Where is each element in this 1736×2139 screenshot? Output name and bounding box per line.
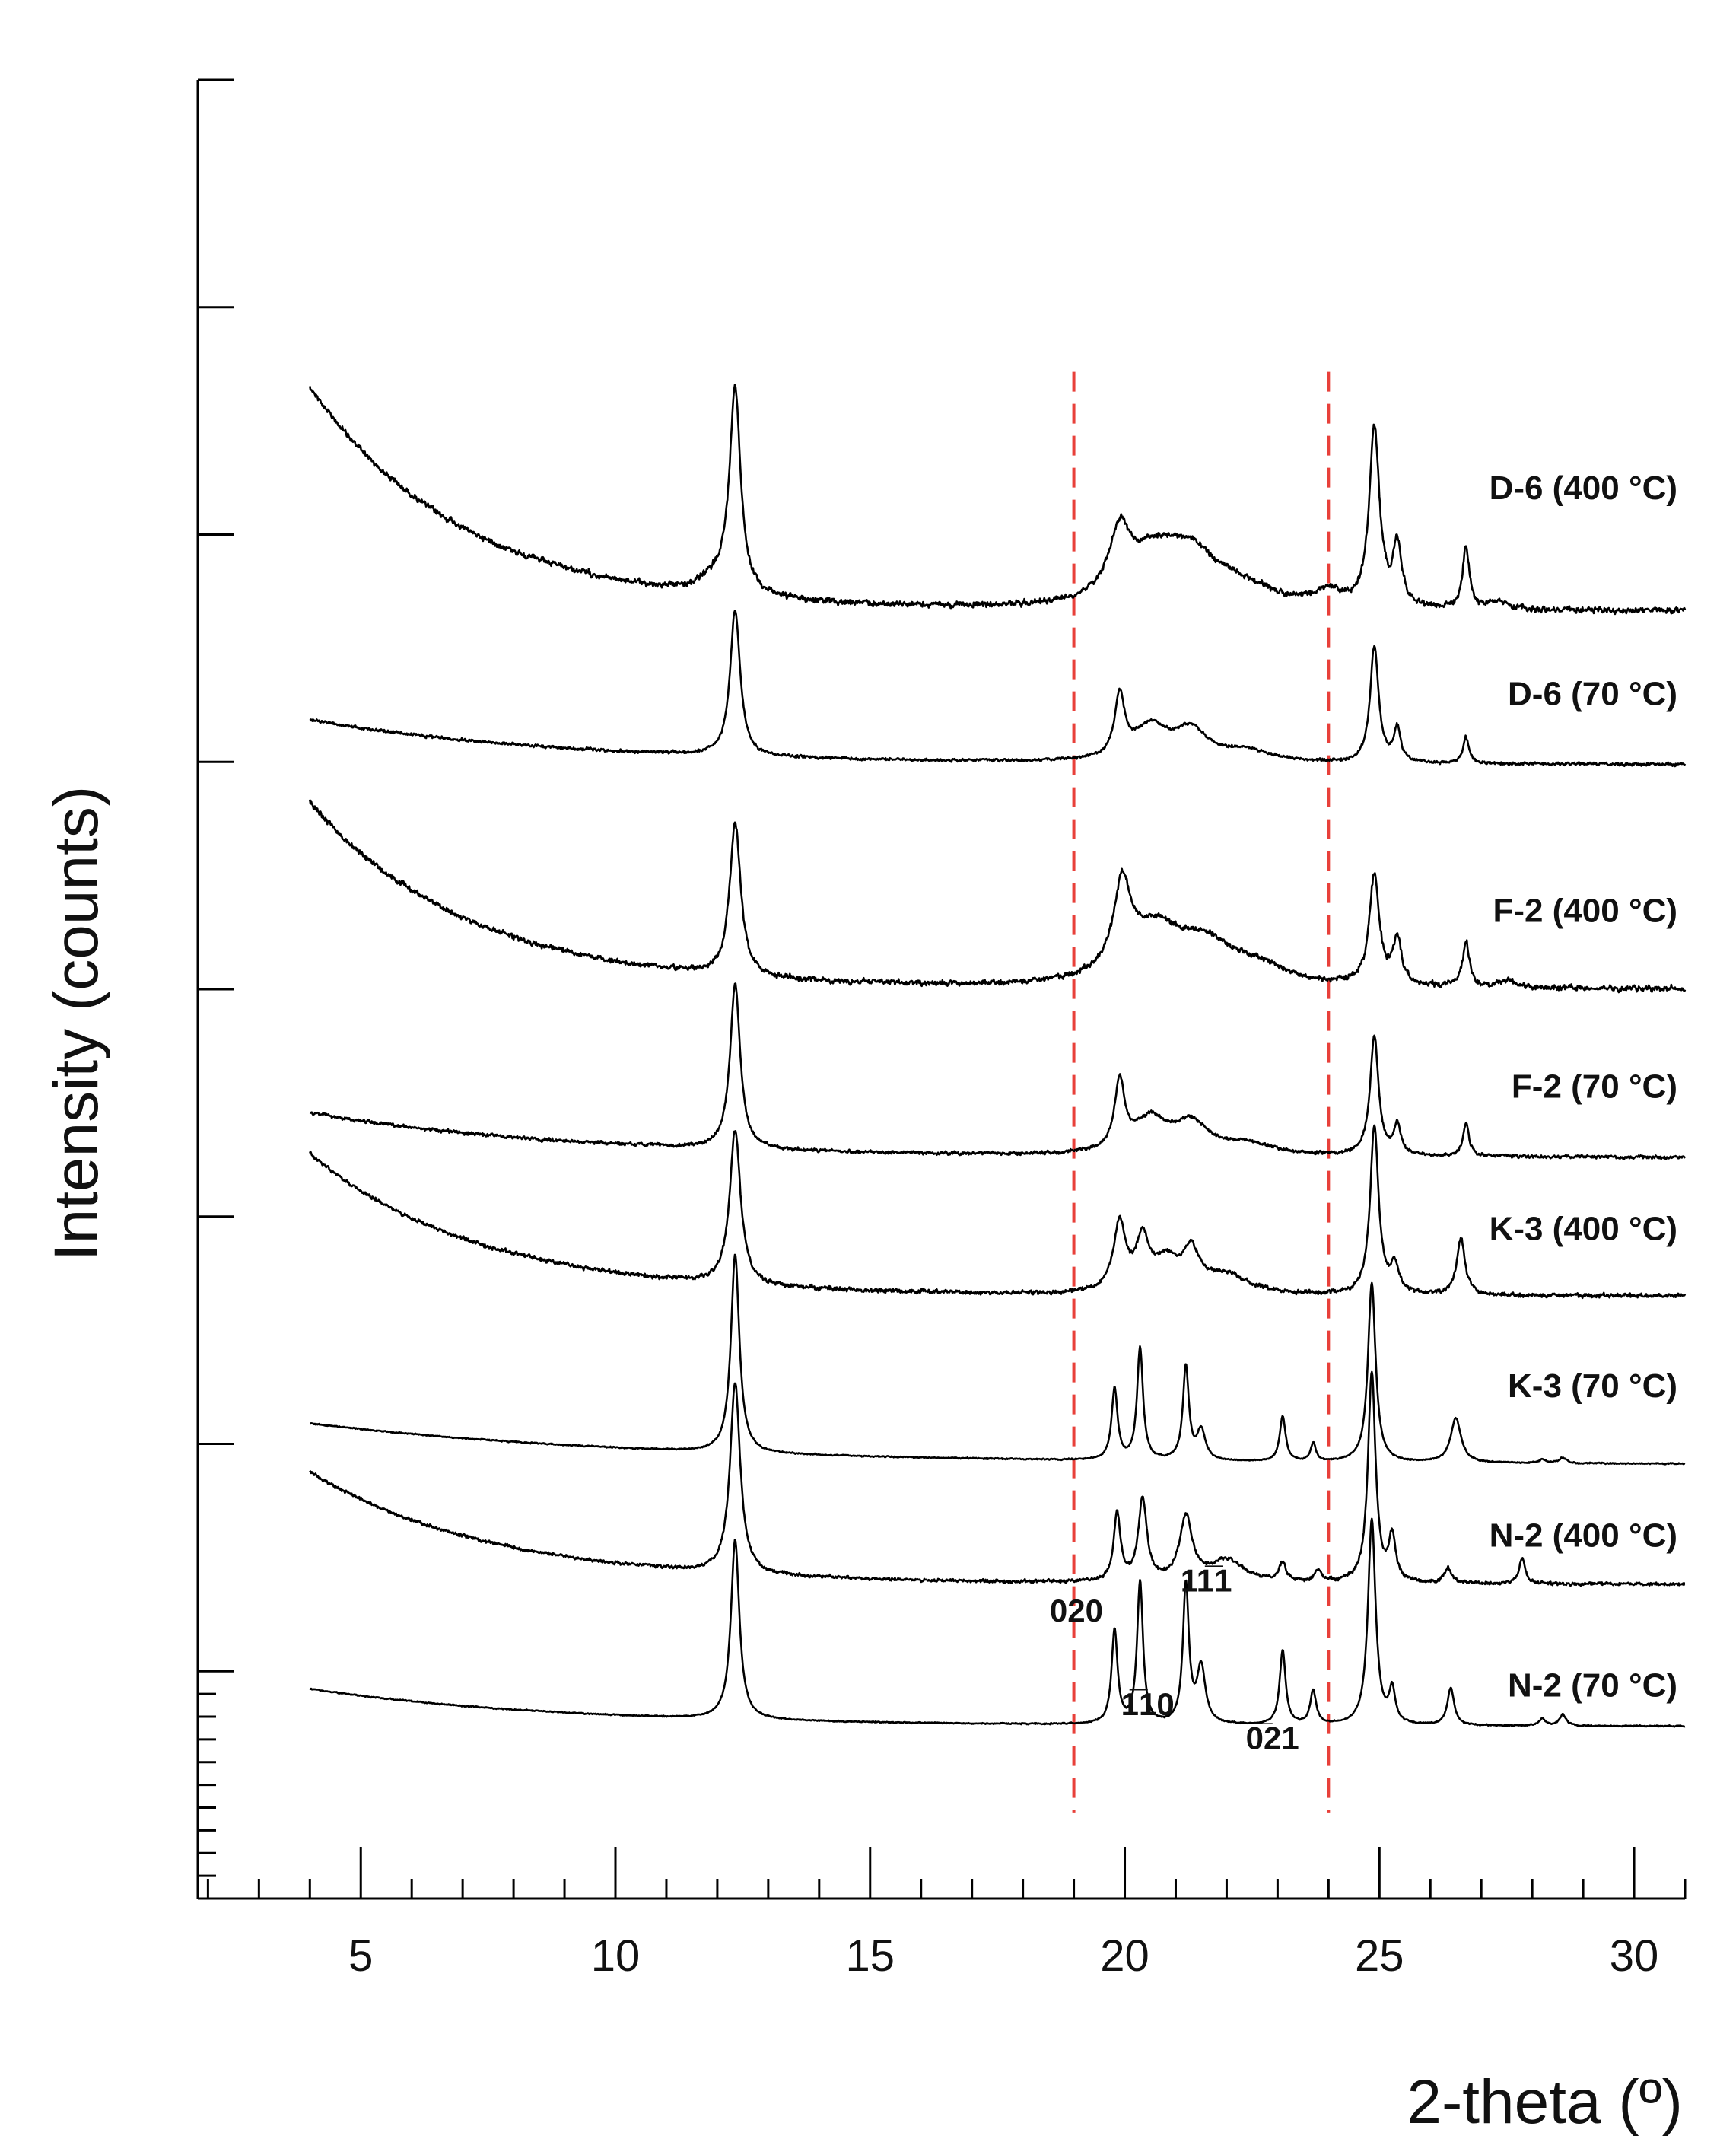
series-label: F-2 (70 °C) xyxy=(1512,1068,1677,1106)
series-label: N-2 (70 °C) xyxy=(1508,1666,1677,1704)
series-labels: D-6 (400 °C) D-6 (70 °C) F-2 (400 °C) F-2 (… xyxy=(1490,469,1677,1705)
x-tick-label: 25 xyxy=(1355,1931,1404,1981)
series-label: K-3 (400 °C) xyxy=(1490,1210,1677,1247)
series-trace-5 xyxy=(309,1124,1687,1300)
series-label: D-6 (70 °C) xyxy=(1508,675,1677,712)
peak-labels: 020 11̅1 1̅10 0̅21 xyxy=(1050,1563,1299,1756)
series-trace-6 xyxy=(309,1253,1686,1466)
series-label: N-2 (400 °C) xyxy=(1490,1517,1677,1555)
series-trace-2 xyxy=(309,610,1687,768)
series-label: F-2 (400 °C) xyxy=(1493,892,1677,929)
axes xyxy=(196,80,1685,1900)
y-axis-title: Intensity (counts) xyxy=(42,786,111,1261)
x-tick-label: 10 xyxy=(591,1931,641,1981)
series-trace-8 xyxy=(309,1517,1686,1728)
x-tick-label: 15 xyxy=(846,1931,895,1981)
x-tick-label: 5 xyxy=(348,1931,373,1981)
series-label: K-3 (70 °C) xyxy=(1508,1367,1677,1405)
peak-annotation: 11̅1 xyxy=(1181,1563,1232,1599)
series-traces xyxy=(309,384,1687,1728)
peak-annotation: 020 xyxy=(1050,1593,1103,1628)
peak-annotation: 0̅21 xyxy=(1246,1720,1299,1755)
series-trace-4 xyxy=(309,982,1687,1160)
series-label: D-6 (400 °C) xyxy=(1490,469,1677,507)
series-trace-7 xyxy=(309,1370,1686,1587)
y-ticks xyxy=(198,78,234,1900)
x-axis-title: 2-theta (º) xyxy=(1407,2067,1683,2137)
series-trace-3 xyxy=(309,799,1687,994)
x-tick-label: 20 xyxy=(1100,1931,1149,1981)
x-ticks: 5 10 15 20 25 30 xyxy=(206,1847,1687,1981)
reference-lines xyxy=(1072,371,1331,1813)
series-trace-1 xyxy=(309,384,1687,616)
x-tick-label: 30 xyxy=(1610,1931,1659,1981)
peak-annotation: 1̅10 xyxy=(1121,1686,1175,1722)
